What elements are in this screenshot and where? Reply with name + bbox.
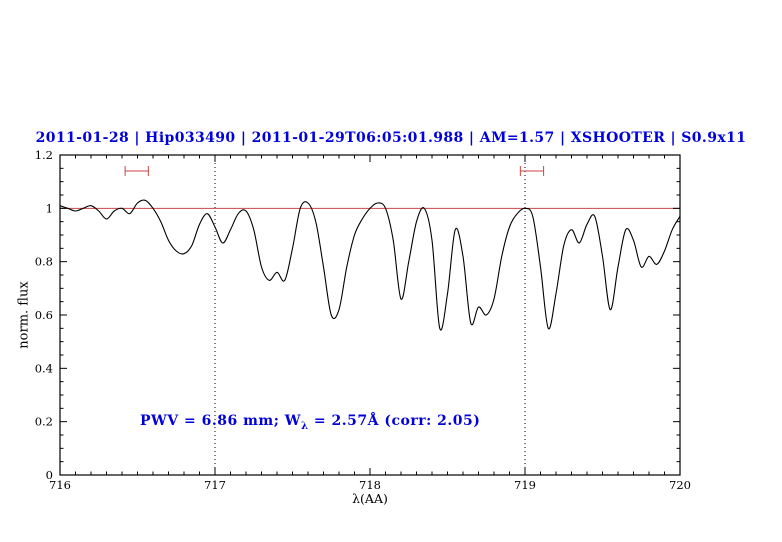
y-tick-label: 0.8 — [35, 255, 53, 269]
y-tick-label: 0.2 — [35, 415, 53, 429]
x-tick-label: 719 — [514, 478, 536, 492]
y-tick-label: 1 — [46, 201, 53, 215]
y-tick-label: 0.6 — [35, 308, 53, 322]
x-tick-label: 720 — [669, 478, 691, 492]
pwv-annotation: PWV = 6.86 mm; Wλ = 2.57Å (corr: 2.05) — [140, 413, 480, 432]
y-tick-label: 0.4 — [35, 361, 53, 375]
x-tick-label: 717 — [204, 478, 226, 492]
x-tick-label: 718 — [359, 478, 381, 492]
spectrum-curve — [59, 199, 681, 331]
x-tick-label: 716 — [49, 478, 71, 492]
pwv-annotation-sub: λ — [300, 420, 309, 432]
y-tick-label: 0 — [46, 468, 53, 482]
x-axis-label: λ(AA) — [352, 491, 388, 506]
plot-title: 2011-01-28 | Hip033490 | 2011-01-29T06:0… — [35, 130, 747, 146]
y-tick-label: 1.2 — [35, 148, 53, 162]
pwv-annotation-pre: PWV = 6.86 mm; W — [140, 413, 301, 429]
pwv-annotation-post: = 2.57Å (corr: 2.05) — [308, 413, 481, 429]
